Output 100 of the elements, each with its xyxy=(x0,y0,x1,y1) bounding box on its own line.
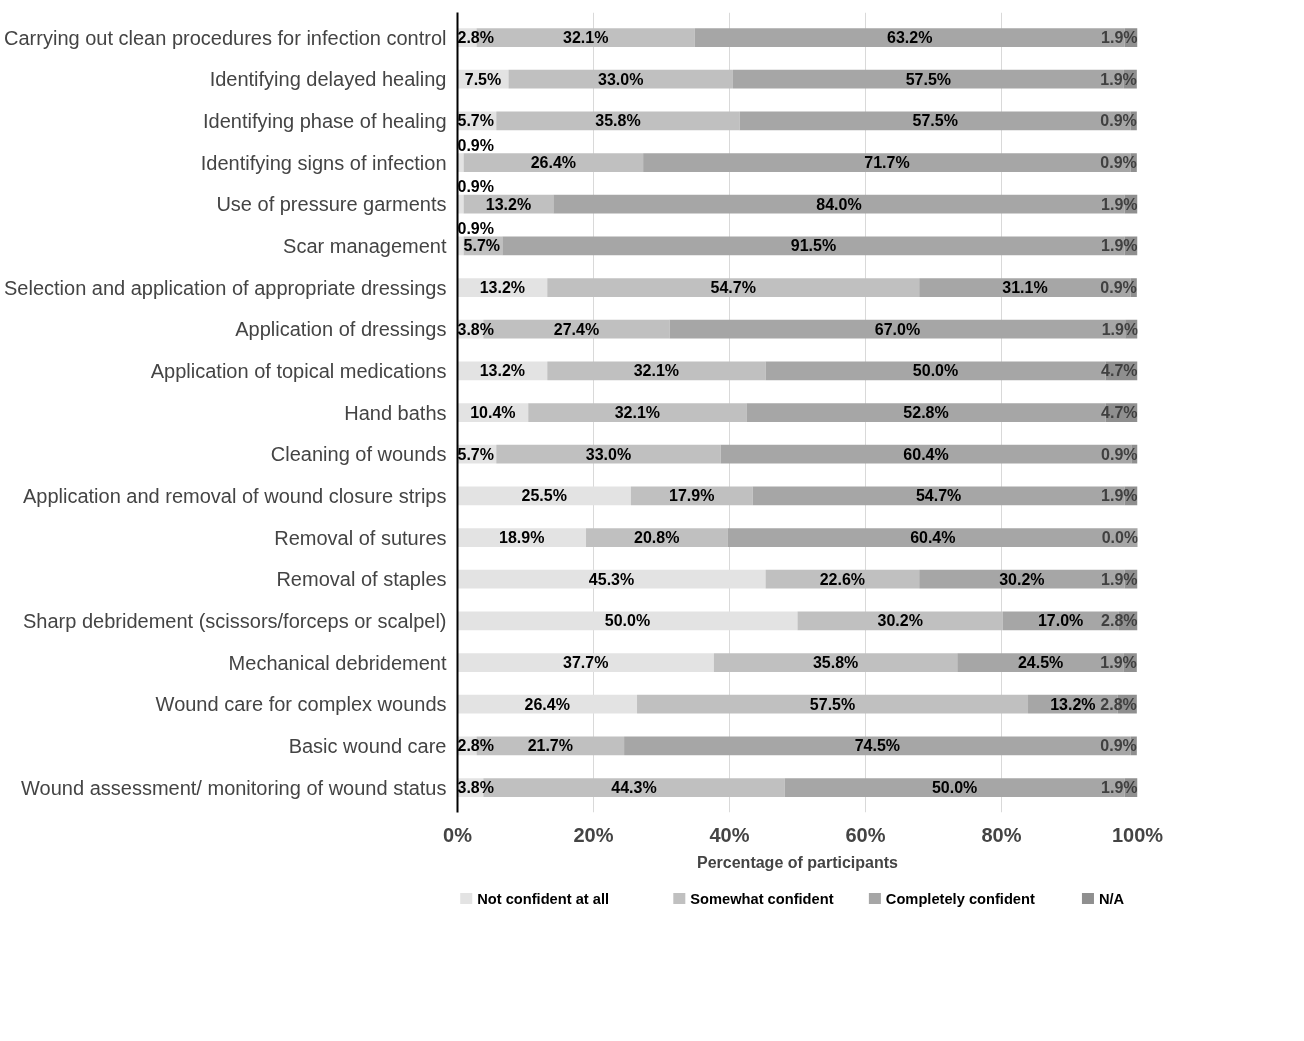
data-label: 13.2% xyxy=(485,195,532,213)
data-label: 26.4% xyxy=(530,154,577,171)
data-label: 10.4% xyxy=(470,404,516,421)
y-tick-label: Use of pressure garments xyxy=(216,193,447,216)
x-tick-label: 80% xyxy=(981,823,1022,846)
y-tick-label: Mechanical debridement xyxy=(228,651,447,674)
data-label: 5.7% xyxy=(463,237,501,255)
data-label: 21.7% xyxy=(527,737,574,755)
data-label: 35.8% xyxy=(812,654,859,671)
x-tick-label: 60% xyxy=(845,823,886,846)
data-label: 33.0% xyxy=(585,445,632,463)
data-label: 63.2% xyxy=(887,29,933,46)
data-label: 17.9% xyxy=(669,487,715,505)
data-label: 44.3% xyxy=(611,779,657,796)
y-tick-label: Wound assessment/ monitoring of wound status xyxy=(21,776,447,799)
data-label: 2.8% xyxy=(457,737,494,755)
data-label: 4.7% xyxy=(1101,404,1138,421)
data-label: 3.8% xyxy=(457,779,494,796)
x-axis-title: Percentage of participants xyxy=(697,853,899,871)
data-label: 0.0% xyxy=(1101,529,1139,546)
data-label: 57.5% xyxy=(905,70,952,88)
data-label: 13.2% xyxy=(479,279,526,296)
data-label: 1.9% xyxy=(1100,70,1137,88)
data-label: 54.7% xyxy=(915,487,962,505)
data-label: 84.0% xyxy=(816,195,862,213)
legend-label: N/A xyxy=(1098,890,1125,907)
data-label: 57.5% xyxy=(809,695,856,713)
data-label: 18.9% xyxy=(499,529,545,546)
data-label: 2.8% xyxy=(1100,695,1137,713)
y-tick-label: Identifying signs of infection xyxy=(200,151,447,174)
data-label: 30.2% xyxy=(999,570,1045,588)
data-label: 33.0% xyxy=(598,70,644,88)
bar xyxy=(713,653,958,672)
x-tick-label: 0% xyxy=(443,823,473,846)
data-label: 30.2% xyxy=(877,612,923,630)
data-label: 22.6% xyxy=(819,570,866,588)
data-label: 5.7% xyxy=(457,112,494,130)
y-tick-label: Basic wound care xyxy=(288,734,447,757)
data-label: 17.0% xyxy=(1037,612,1084,630)
y-tick-label: Wound care for complex wounds xyxy=(155,693,447,716)
data-label: 32.1% xyxy=(614,404,661,421)
data-label: 0.9% xyxy=(1101,445,1138,463)
data-label: 60.4% xyxy=(910,529,956,546)
data-label: 1.9% xyxy=(1101,237,1138,255)
data-label: 20.8% xyxy=(634,529,680,546)
data-label: 50.0% xyxy=(912,362,959,380)
data-label: 3.8% xyxy=(457,320,494,338)
y-tick-label: Identifying delayed healing xyxy=(209,68,447,91)
data-label: 35.8% xyxy=(595,112,641,130)
data-label: 32.1% xyxy=(563,29,609,46)
x-tick-label: 100% xyxy=(1111,823,1164,846)
bar xyxy=(727,528,1138,547)
data-label: 2.8% xyxy=(457,29,494,46)
data-label: 1.9% xyxy=(1101,195,1138,213)
data-label: 0.9% xyxy=(1100,154,1137,171)
y-tick-label: Cleaning of wounds xyxy=(270,443,447,466)
y-tick-label: Identifying phase of healing xyxy=(202,109,447,132)
data-label: 91.5% xyxy=(790,237,837,255)
x-tick-label: 40% xyxy=(709,823,750,846)
legend-label: Completely confident xyxy=(885,890,1035,907)
data-label: 32.1% xyxy=(633,362,680,380)
y-tick-label: Sharp debridement (scissors/forceps or scalpel) xyxy=(22,609,447,632)
legend-label: Not confident at all xyxy=(477,890,610,907)
data-label: 1.9% xyxy=(1101,570,1138,588)
data-label: 24.5% xyxy=(1017,654,1064,671)
bar xyxy=(496,111,740,131)
legend-label: Somewhat confident xyxy=(690,890,834,907)
y-tick-label: Selection and application of appropriate dressings xyxy=(3,276,447,299)
y-tick-label: Removal of sutures xyxy=(274,526,447,549)
data-label: 0.9% xyxy=(1100,279,1137,296)
x-tick-label: 20% xyxy=(573,823,614,846)
data-label: 31.1% xyxy=(1002,279,1048,296)
y-tick-label: Application of dressings xyxy=(235,318,447,341)
data-label: 13.2% xyxy=(479,362,526,380)
bar xyxy=(547,278,920,297)
data-label: 54.7% xyxy=(710,279,756,296)
bar xyxy=(496,444,721,464)
bar xyxy=(508,69,733,89)
data-label: 1.9% xyxy=(1101,779,1138,796)
data-label: 74.5% xyxy=(854,737,901,755)
data-label: 0.9% xyxy=(457,178,494,196)
data-label: 50.0% xyxy=(604,612,651,630)
bar xyxy=(797,611,1003,631)
data-label: 60.4% xyxy=(903,445,949,463)
data-label: 7.5% xyxy=(464,70,502,88)
y-tick-label: Application of topical medications xyxy=(150,359,447,382)
data-label: 1.9% xyxy=(1100,654,1137,671)
y-tick-label: Removal of staples xyxy=(276,568,447,591)
data-label: 50.0% xyxy=(931,779,978,796)
data-label: 0.9% xyxy=(1100,737,1137,755)
data-label: 37.7% xyxy=(563,654,609,671)
y-tick-label: Carrying out clean procedures for infection control xyxy=(4,26,447,49)
data-label: 1.9% xyxy=(1101,487,1138,505)
data-label: 52.8% xyxy=(903,404,949,421)
bar xyxy=(463,153,644,172)
y-tick-label: Application and removal of wound closure strips xyxy=(22,484,447,507)
data-label: 26.4% xyxy=(524,695,570,713)
bar xyxy=(528,403,747,422)
data-label: 1.9% xyxy=(1101,29,1138,46)
data-label: 0.9% xyxy=(457,219,494,237)
